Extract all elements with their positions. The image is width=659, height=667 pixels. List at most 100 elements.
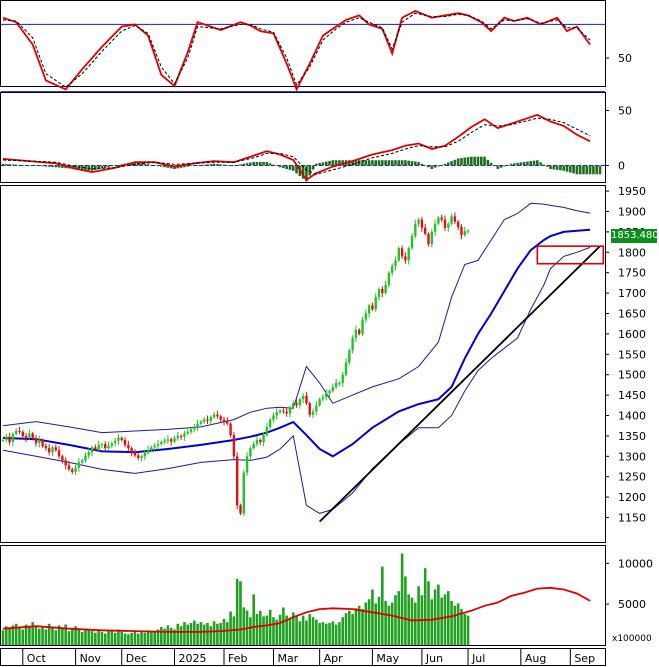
candle-body (282, 410, 285, 412)
volume-bar (255, 613, 259, 645)
macd-histogram-bar (189, 165, 193, 167)
month-axis: Oct Nov Dec 2025 Feb Mar Apr May Jun Jul Aug Sep (22, 649, 595, 665)
support-trendline (319, 245, 601, 523)
candle-body (285, 411, 288, 414)
macd-histogram-bar (598, 165, 602, 175)
macd-histogram-bar (397, 160, 401, 166)
candle-body (202, 419, 206, 422)
volume-bar (268, 609, 272, 645)
price-panel: 1150 1200 1250 1300 1350 1400 1450 1500 1550 1600… (1, 185, 646, 525)
macd-histogram-bar (216, 164, 219, 166)
macd-histogram-bar (166, 165, 170, 168)
macd-histogram-bar (539, 162, 542, 166)
macd-histogram-bar (8, 164, 11, 166)
month-label: Apr (324, 652, 344, 665)
macd-histogram-bar (160, 165, 163, 167)
volume-bar (67, 631, 71, 645)
volume-bar (295, 616, 298, 645)
macd-histogram-bar (394, 160, 397, 166)
volume-bar (334, 624, 338, 645)
candle-body (84, 455, 87, 461)
macd-histogram-bar (183, 165, 186, 168)
candle-body (453, 216, 457, 222)
candle-body (196, 423, 199, 427)
volume-bar (318, 622, 321, 645)
volume-bar (127, 634, 130, 645)
price-tick-label: 1200 (618, 491, 646, 504)
macd-histogram-bar (367, 160, 371, 166)
candle-body (219, 416, 222, 420)
candle-body (341, 374, 344, 383)
macd-histogram-bar (272, 164, 275, 166)
macd-histogram-bar (209, 164, 213, 166)
macd-histogram-bar (321, 162, 325, 166)
macd-histogram-bar (156, 165, 160, 167)
candle-body (443, 219, 447, 228)
candle-body (80, 460, 84, 463)
month-axis-frame (0, 648, 606, 666)
volume-panel-frame (0, 545, 606, 646)
macd-histogram-bar (493, 165, 496, 167)
candle-body (232, 435, 236, 457)
volume-bar (153, 631, 157, 645)
candle-body (272, 415, 275, 420)
month-label: Jun (425, 652, 443, 665)
candle-body (397, 248, 401, 261)
candle-body (331, 386, 335, 392)
candle-body (400, 248, 404, 257)
price-tick-label: 1150 (618, 512, 646, 525)
macd-histogram-bar (153, 165, 157, 167)
candle-body (137, 455, 140, 458)
candle-body (460, 226, 463, 236)
volume-bar (427, 581, 430, 645)
candle-body (338, 382, 341, 384)
macd-histogram-bar (169, 165, 173, 169)
macd-histogram-bar (41, 165, 44, 167)
candle-body (130, 448, 133, 453)
volume-bar (413, 602, 417, 645)
volume-bar (34, 625, 38, 645)
volume-bar (80, 631, 84, 645)
macd-histogram-bar (410, 161, 414, 166)
volume-bar (466, 615, 470, 645)
candle-body (97, 444, 100, 449)
month-label: Aug (525, 652, 546, 665)
candle-body (143, 453, 147, 457)
candle-body (321, 397, 325, 400)
stochastic-tick-label: 50 (618, 52, 632, 65)
macd-histogram-bar (433, 165, 437, 168)
volume-tick-label: 5000 (618, 598, 646, 611)
month-label: Oct (27, 652, 47, 665)
volume-bar (143, 632, 147, 645)
macd-histogram-bar (585, 165, 589, 175)
macd-histogram-bar (453, 159, 457, 166)
volume-bar (324, 623, 328, 645)
macd-histogram-bar (562, 165, 566, 171)
volume-bar (262, 616, 265, 645)
volume-bar (212, 621, 216, 645)
volume-bar (423, 568, 427, 645)
macd-histogram-bar (559, 165, 562, 171)
macd-histogram-bar (117, 164, 120, 166)
candle-body (100, 444, 104, 446)
macd-histogram-bar (305, 165, 308, 182)
volume-bar (156, 629, 160, 645)
month-label: Nov (80, 652, 102, 665)
macd-histogram-bar (14, 164, 18, 166)
volume-bar (258, 610, 262, 645)
stochastic-k-line (2, 10, 591, 92)
volume-bar (123, 633, 127, 645)
volume-bar (331, 621, 335, 645)
volume-bar (351, 613, 354, 645)
price-tick-label: 1250 (618, 471, 646, 484)
candle-body (104, 444, 107, 449)
volume-bar (305, 620, 308, 645)
volume-bar (328, 622, 331, 645)
macd-histogram-bar (84, 165, 87, 171)
volume-bar (24, 624, 28, 645)
volume-bar (265, 615, 269, 645)
macd-histogram-bar (529, 161, 533, 166)
volume-bar (387, 605, 391, 645)
volume-bar (278, 614, 282, 645)
candle-body (67, 465, 71, 470)
